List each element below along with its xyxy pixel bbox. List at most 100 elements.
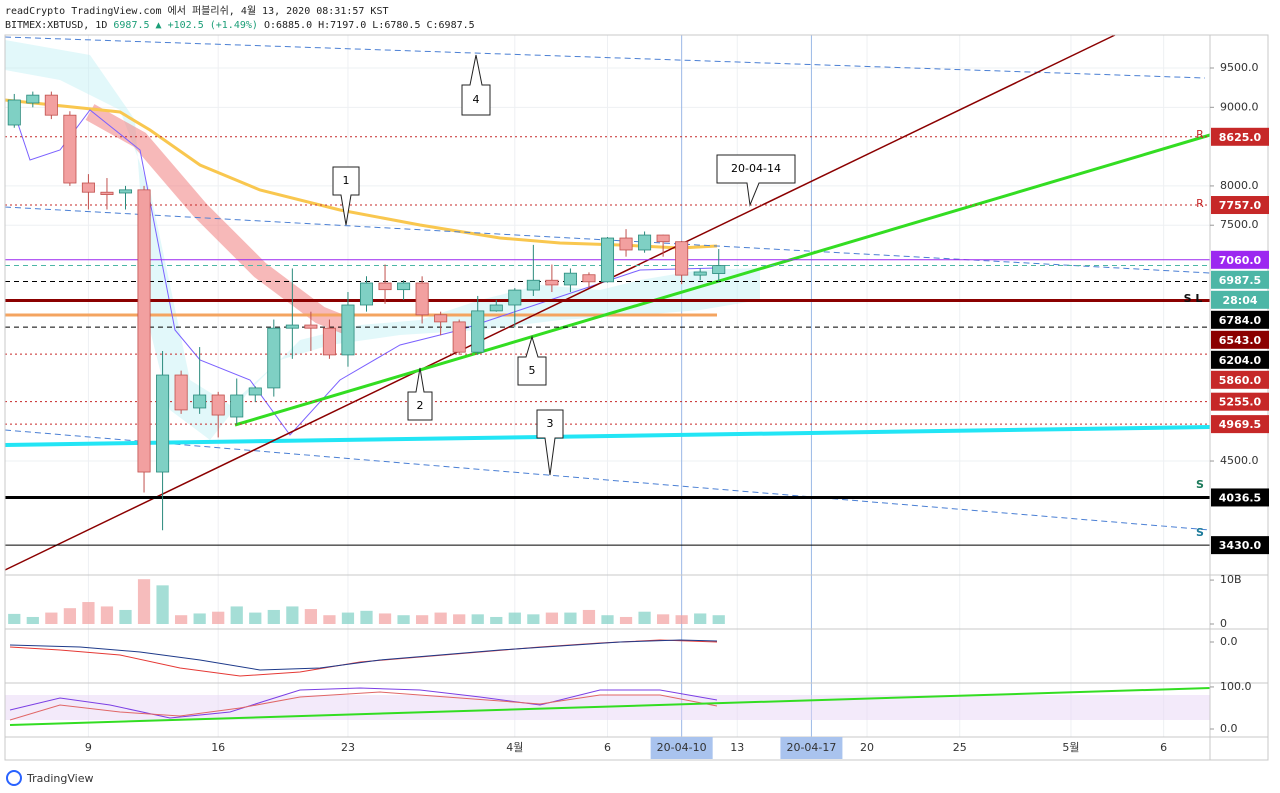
annotation: 1 <box>343 174 350 187</box>
candle-body <box>563 272 577 286</box>
y-tick-label: 0.0 <box>1220 722 1238 735</box>
candle-body <box>285 324 299 329</box>
x-tick-label: 9 <box>85 741 92 754</box>
axes: 9500.0 9000.0 8000.0 7500.0 4500.0 10B 0 0.0 100… <box>85 61 1269 759</box>
price-label: 6987.5 <box>1219 274 1261 287</box>
x-label-highlight <box>650 737 713 759</box>
x-tick-label: 6 <box>1160 741 1167 754</box>
price-label: 5255.0 <box>1219 396 1262 409</box>
callout <box>536 409 564 476</box>
volume-bar <box>471 614 484 624</box>
candle-body <box>230 394 244 418</box>
price-label: 7060.0 <box>1219 254 1262 267</box>
callout <box>517 335 547 386</box>
candle-body <box>471 310 485 353</box>
footer: TradingView <box>26 772 93 785</box>
ma-ribbon <box>85 104 349 334</box>
candle-body <box>156 374 170 473</box>
volume-bar <box>508 612 521 624</box>
volume-bar <box>341 612 355 624</box>
price-label-box <box>1211 350 1269 369</box>
volume-bar <box>212 611 225 624</box>
callout <box>716 154 796 207</box>
y-tick-label: 9500.0 <box>1220 61 1259 74</box>
volume-bar <box>453 614 466 624</box>
macd-line <box>9 639 718 671</box>
price-label-box <box>1211 290 1269 309</box>
trend-line <box>9 687 1211 726</box>
candle-body <box>174 374 188 411</box>
price-label-box <box>1211 536 1269 555</box>
countdown: 28:04 <box>1222 294 1257 307</box>
volume-bar <box>638 611 651 624</box>
candles <box>7 91 726 624</box>
candle-body <box>638 234 652 251</box>
annotation: 5 <box>529 364 536 377</box>
volume-bar <box>434 612 447 624</box>
price-label: 7757.0 <box>1219 199 1262 212</box>
volume-bar <box>360 610 373 624</box>
price-label-box <box>1211 270 1269 289</box>
volume-bar <box>527 614 540 624</box>
volume-bar <box>45 612 58 624</box>
volume-bar <box>415 615 429 624</box>
candle-body <box>359 282 374 306</box>
candle-body <box>619 237 633 251</box>
callout <box>407 367 433 421</box>
x-tick-label: 6 <box>604 741 611 754</box>
x-tick-label: 20-04-10 <box>657 741 707 754</box>
volume-bar <box>619 616 633 624</box>
price-label: 6204.0 <box>1219 354 1262 367</box>
y-tick-label: 100.0 <box>1220 680 1252 693</box>
volume-bar <box>156 585 169 624</box>
annotation: 20-04-14 <box>731 162 781 175</box>
y-tick-label: 4500.0 <box>1220 454 1259 467</box>
trend-line <box>4 36 1206 79</box>
volume-bar <box>82 602 95 624</box>
callout <box>332 166 360 226</box>
price-label-box <box>1211 488 1269 507</box>
volume-bar <box>323 615 336 624</box>
symbol-name: BITMEX:XBTUSD, 1D <box>5 20 107 31</box>
price-label-box <box>1211 127 1269 146</box>
ohlc: O:6885.0 H:7197.0 L:6780.5 C:6987.5 <box>264 20 475 31</box>
x-tick-label: 5월 <box>1062 741 1079 754</box>
price-label-box <box>1211 310 1269 329</box>
candle-body <box>508 289 522 306</box>
price-label-box <box>1211 330 1269 349</box>
candle-body <box>26 94 40 104</box>
price-label-box <box>1211 370 1269 389</box>
price-label: 4036.5 <box>1219 491 1261 504</box>
volume-bar <box>286 606 299 624</box>
candle-body <box>397 282 411 291</box>
candle-body <box>526 279 540 291</box>
x-tick-label: 13 <box>730 741 744 754</box>
x-tick-label: 20 <box>860 741 874 754</box>
price-label: 6784.0 <box>1219 314 1262 327</box>
last-price: 6987.5 <box>113 20 149 31</box>
price-label: 6543.0 <box>1219 334 1262 347</box>
indicator-panes <box>5 639 1211 726</box>
volume-bar <box>119 609 132 624</box>
volume-bar <box>26 616 39 624</box>
candle-body <box>675 241 689 276</box>
volume-bar <box>490 616 503 624</box>
price-label-box <box>1211 250 1269 269</box>
price-label: 8625.0 <box>1219 131 1262 144</box>
y-tick-label: 0 <box>1220 617 1227 630</box>
candle-body <box>211 394 225 416</box>
candle-body <box>7 99 21 126</box>
price-label: 4969.5 <box>1219 418 1261 431</box>
candle-body <box>341 304 355 356</box>
annotation: R <box>1196 128 1204 141</box>
logo <box>6 770 22 786</box>
candle-body <box>304 324 318 329</box>
candle-body <box>193 394 207 409</box>
volume-bar <box>675 615 688 624</box>
candle-body <box>415 282 429 316</box>
volume-bar <box>582 609 596 624</box>
y-tick-label: 7500.0 <box>1220 218 1259 231</box>
volume-bar <box>137 579 151 624</box>
annotation: S <box>1196 478 1204 491</box>
rsi-line <box>9 687 718 719</box>
